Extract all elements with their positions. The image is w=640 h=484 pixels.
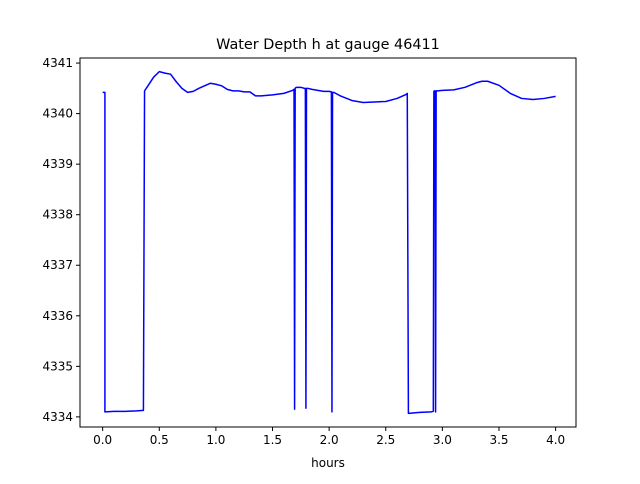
x-tick-label: 0.0	[93, 433, 112, 447]
y-tick-label: 4339	[42, 157, 73, 171]
x-tick-label: 4.0	[546, 433, 565, 447]
plot-frame	[79, 57, 577, 428]
x-tick-label: 2.5	[376, 433, 395, 447]
series-layer	[102, 70, 556, 415]
y-tick-label: 4335	[42, 359, 73, 373]
y-tick-label: 4341	[42, 56, 73, 70]
y-tick-label: 4334	[42, 410, 73, 424]
y-tick-label: 4336	[42, 309, 73, 323]
series-line	[102, 70, 556, 415]
x-tick-label: 1.0	[206, 433, 225, 447]
y-tick-label: 4338	[42, 208, 73, 222]
x-axis-label: hours	[311, 456, 345, 470]
y-tick-label: 4340	[42, 107, 73, 121]
x-tick-label: 3.0	[433, 433, 452, 447]
x-tick-label: 3.5	[489, 433, 508, 447]
x-axis: 0.0 0.5 1.0 1.5 2.0 2.5 3.0 3.5 4.0	[93, 427, 565, 447]
x-tick-label: 1.5	[263, 433, 282, 447]
y-axis: 4334 4335 4336 4337 4338 4339 4340 4341	[42, 56, 80, 424]
chart-title: Water Depth h at gauge 46411	[216, 37, 440, 53]
x-tick-label: 0.5	[150, 433, 169, 447]
x-tick-label: 2.0	[320, 433, 339, 447]
y-tick-label: 4337	[42, 258, 73, 272]
